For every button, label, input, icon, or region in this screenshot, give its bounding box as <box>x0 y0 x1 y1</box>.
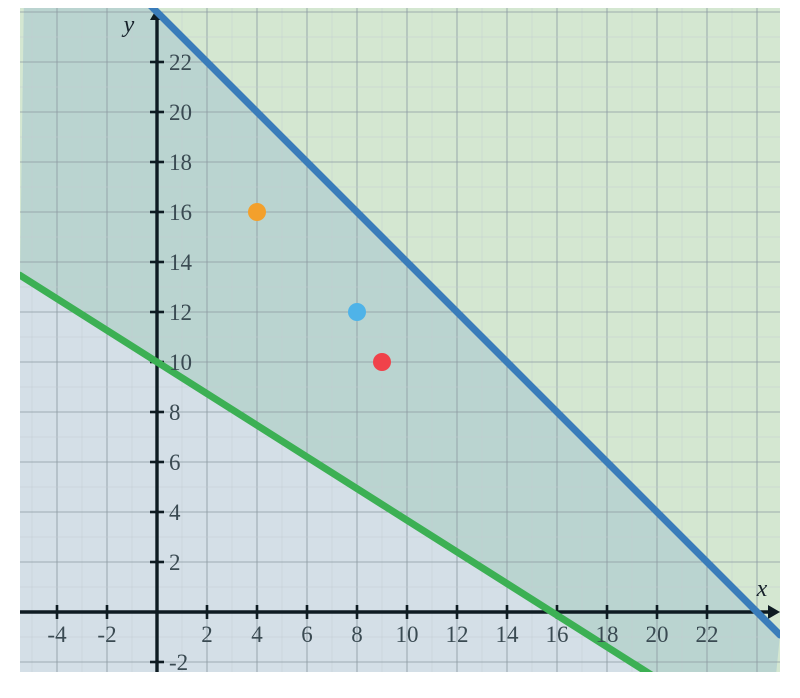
x-tick-label: 16 <box>546 622 569 647</box>
x-tick-label: 10 <box>396 622 419 647</box>
x-tick-label: 22 <box>696 622 719 647</box>
x-axis-label: x <box>756 576 768 602</box>
y-tick-label: 8 <box>169 400 181 425</box>
y-tick-label: 6 <box>169 450 181 475</box>
data-points <box>248 203 391 371</box>
x-tick-label: 12 <box>446 622 469 647</box>
y-tick-label: 18 <box>169 150 192 175</box>
y-axis-label: y <box>122 12 135 38</box>
y-tick-label: 20 <box>169 100 192 125</box>
x-tick-label: 8 <box>351 622 363 647</box>
y-tick-label: 10 <box>169 350 192 375</box>
x-tick-label: -4 <box>47 622 67 647</box>
x-tick-label: 6 <box>301 622 313 647</box>
x-tick-label: 20 <box>646 622 669 647</box>
x-tick-label: 2 <box>201 622 213 647</box>
y-tick-label: 22 <box>169 50 192 75</box>
y-tick-label: 2 <box>169 550 181 575</box>
tick-marks <box>55 60 709 664</box>
x-tick-label: 18 <box>596 622 619 647</box>
y-tick-label: 12 <box>169 300 192 325</box>
x-tick-label: 14 <box>496 622 520 647</box>
y-tick-label: -2 <box>169 650 188 675</box>
x-tick-label: 4 <box>251 622 263 647</box>
tick-labels: -4 -2 2 4 6 8 10 12 14 16 18 20 22 -2 2 4 6 8 10 12 14 16 18 20… <box>47 50 718 675</box>
shaded-regions <box>20 8 780 672</box>
y-tick-label: 4 <box>169 500 181 525</box>
boundary-lines <box>20 8 780 672</box>
x-tick-label: -2 <box>97 622 116 647</box>
y-tick-label: 16 <box>169 200 192 225</box>
y-tick-label: 14 <box>169 250 193 275</box>
